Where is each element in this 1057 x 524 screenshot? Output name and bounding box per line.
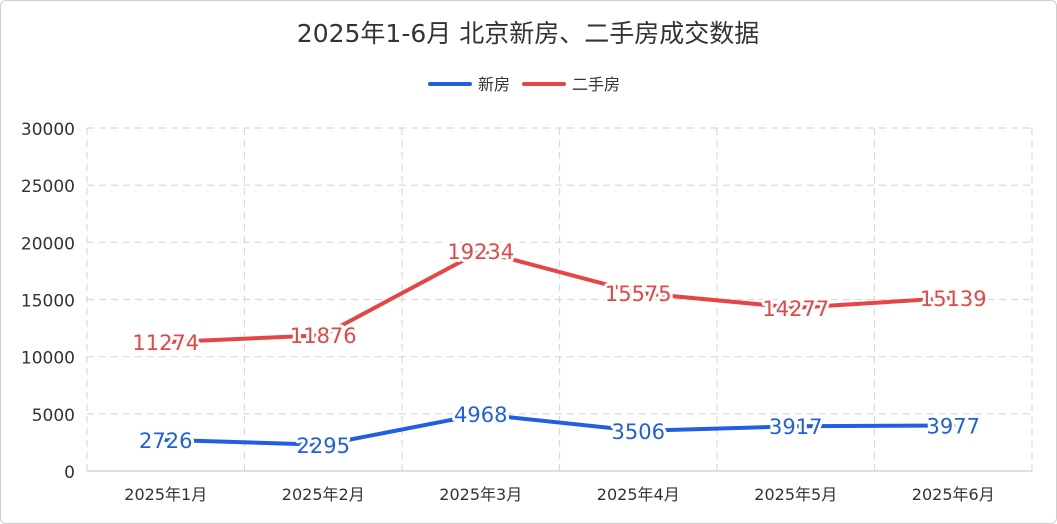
legend-item: 二手房 <box>522 75 620 94</box>
chart-title: 2025年1-6月 北京新房、二手房成交数据 <box>297 19 759 48</box>
data-point <box>636 428 641 433</box>
legend-label: 新房 <box>478 75 510 94</box>
x-tick-label: 2025年4月 <box>597 485 680 504</box>
data-label: 3917 <box>769 415 822 439</box>
y-tick-label: 0 <box>64 463 75 483</box>
series-line-新房 <box>163 412 956 447</box>
data-point <box>163 437 168 442</box>
data-label: 4968 <box>454 403 507 427</box>
legend-item: 新房 <box>428 75 510 94</box>
data-point <box>951 295 956 300</box>
data-point <box>793 424 798 429</box>
data-label: 19234 <box>447 240 514 264</box>
chart-axes: 0 5000 10000 15000 20000 25000 30000 2025年1月 202… <box>21 120 1032 504</box>
data-label: 15575 <box>605 282 672 306</box>
data-label: 3506 <box>612 420 665 444</box>
x-tick-label: 2025年1月 <box>124 485 207 504</box>
x-tick-label: 2025年3月 <box>439 485 522 504</box>
data-label: 14277 <box>762 297 829 321</box>
data-point <box>951 423 956 428</box>
data-point <box>321 442 326 447</box>
series-line-二手房 <box>163 249 956 345</box>
data-point <box>478 249 483 254</box>
data-point <box>321 333 326 338</box>
y-tick-label: 25000 <box>21 177 75 197</box>
data-labels: 2726 2295 4968 3506 3917 3977 11274 11876 19234 1… <box>129 237 989 461</box>
y-tick-label: 20000 <box>21 234 75 254</box>
data-label: 11274 <box>132 331 199 355</box>
data-point <box>163 340 168 345</box>
data-label: 15139 <box>920 287 987 311</box>
data-label: 11876 <box>290 324 357 348</box>
data-point <box>636 290 641 295</box>
data-label: 3977 <box>927 415 980 439</box>
data-label: 2726 <box>139 429 192 453</box>
legend-label: 二手房 <box>572 75 620 94</box>
chart-legend: 新房 二手房 <box>428 75 620 94</box>
chart-grid <box>86 127 1033 471</box>
y-tick-label: 10000 <box>21 349 75 369</box>
series-layer <box>163 249 956 447</box>
y-tick-label: 30000 <box>21 120 75 140</box>
x-tick-label: 2025年2月 <box>282 485 365 504</box>
x-tick-label: 2025年6月 <box>912 485 995 504</box>
data-point <box>478 412 483 417</box>
x-tick-label: 2025年5月 <box>754 485 837 504</box>
y-tick-label: 5000 <box>32 406 75 426</box>
data-label: 2295 <box>297 434 350 458</box>
y-tick-label: 15000 <box>21 292 75 312</box>
data-point <box>793 305 798 310</box>
